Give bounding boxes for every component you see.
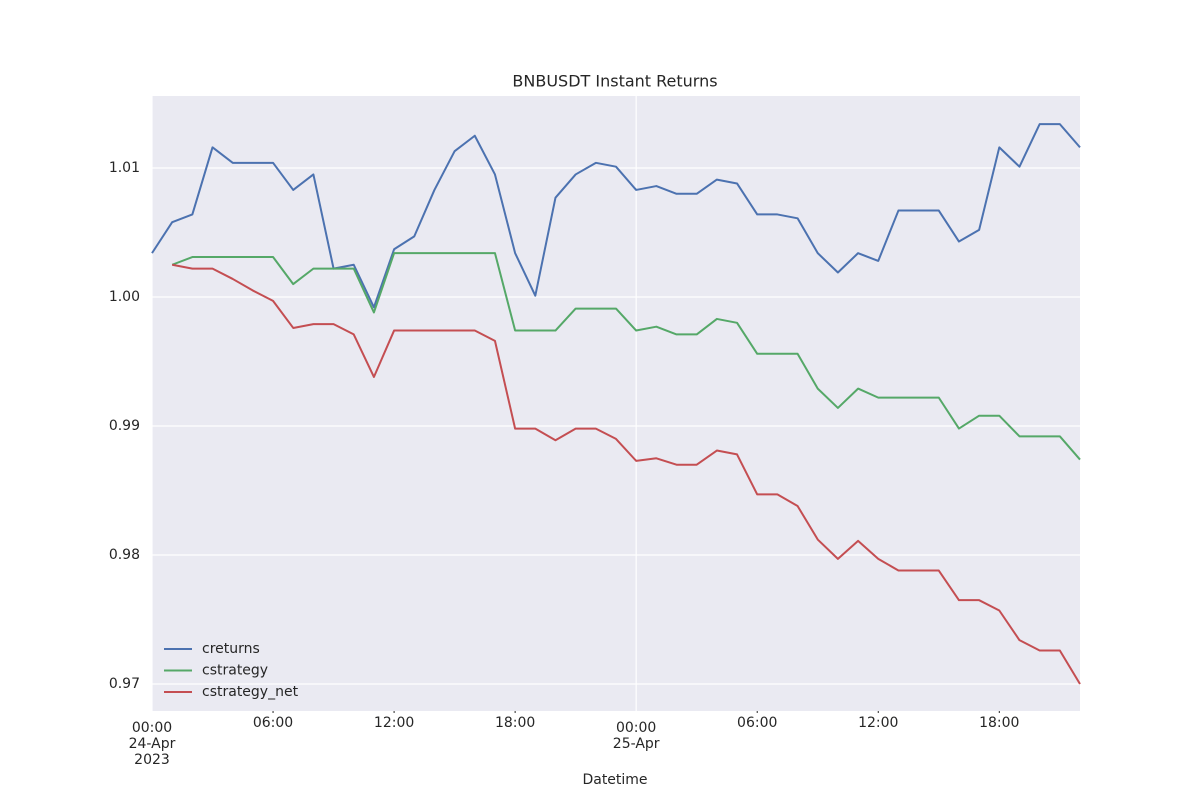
legend-label: cstrategy_net [202,684,299,700]
series-line [171,252,1081,461]
series-line [151,123,1081,309]
plot-area [152,96,1080,711]
x-tick-label-line: 00:00 [616,720,656,736]
x-tick-label: 12:00 [858,715,898,731]
x-tick-label: 18:00 [495,715,535,731]
legend-label: cstrategy [202,663,268,679]
chart-title: BNBUSDT Instant Returns [512,72,717,91]
x-tick-label: 18:00 [979,715,1019,731]
y-tick-label: 0.98 [109,547,140,563]
x-axis-label: Datetime [582,772,647,788]
y-tick-label: 0.97 [109,676,140,692]
y-tick-label: 0.99 [109,418,140,434]
x-tick-label: 00:00 24-Apr 2023 [129,720,176,768]
x-tick-label-line: 24-Apr [129,736,176,752]
series-line [171,263,1081,685]
x-tick-label-line: 2023 [134,752,170,768]
x-tick-label: 06:00 [253,715,293,731]
x-tick-label: 06:00 [737,715,777,731]
x-tick-label-line: 00:00 [132,720,172,736]
x-tick-label-line: 25-Apr [613,736,660,752]
y-tick-label: 1.01 [109,160,140,176]
y-tick-label: 1.00 [109,289,140,305]
x-tick-label: 00:00 25-Apr [613,720,660,752]
x-tick-label: 12:00 [374,715,414,731]
legend-label: creturns [202,641,260,657]
